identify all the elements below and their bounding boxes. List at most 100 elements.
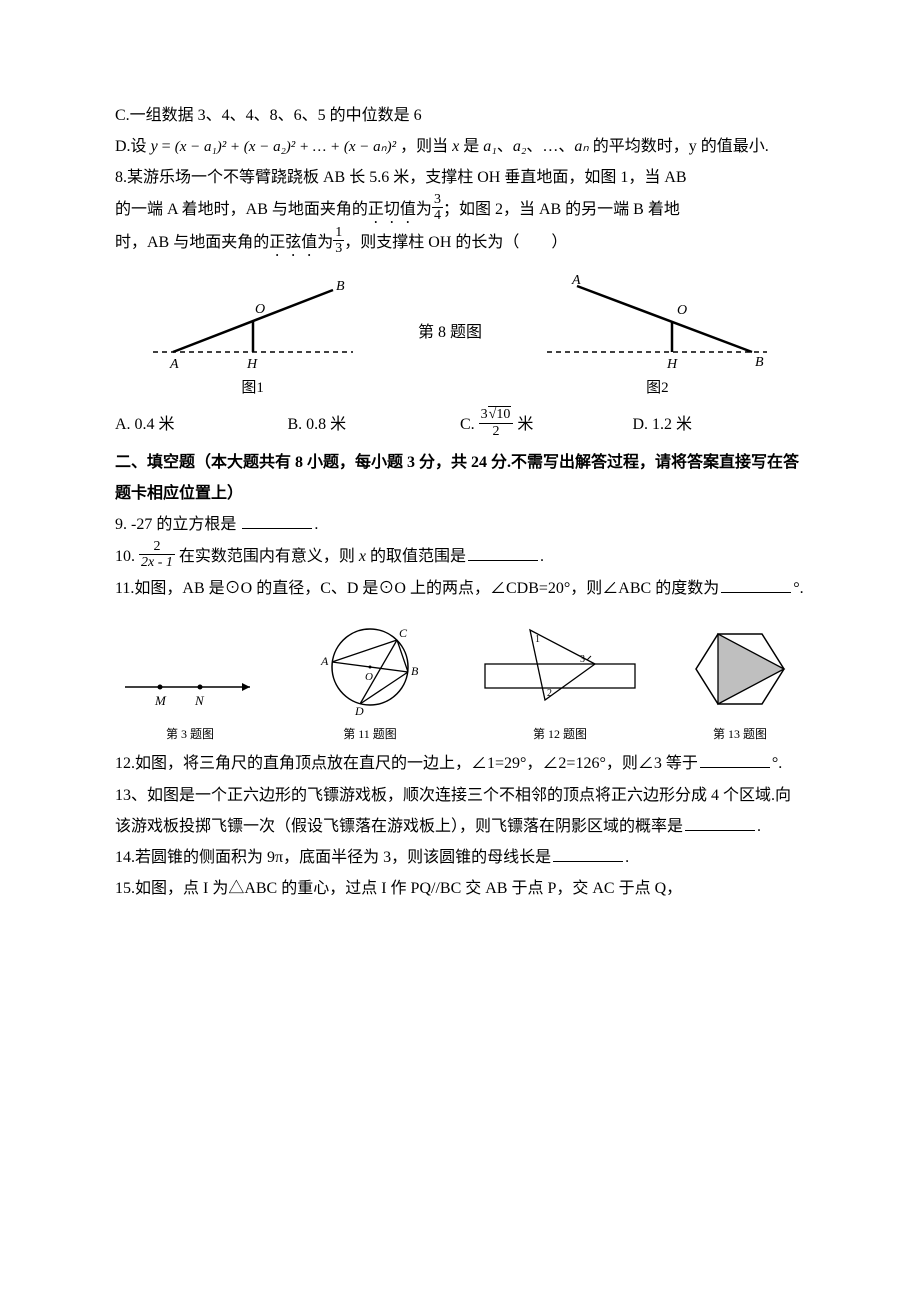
- numberline-svg: M N: [115, 657, 265, 717]
- optd-m1: ，则当: [396, 138, 452, 155]
- q10-mid2: 的取值范围是: [366, 548, 466, 565]
- q8-fig1: A H O B 图1: [143, 272, 363, 403]
- optd-prefix: D.设: [115, 138, 151, 155]
- q8-fig-caption: 第 8 题图: [418, 324, 482, 341]
- figures-row: M N 第 3 题图 A B C D O 第 11 题图 1 2 3: [115, 622, 805, 746]
- q12-suf: °.: [772, 755, 782, 772]
- q8c-10: 10: [496, 407, 510, 422]
- q9: 9. -27 的立方根是 .: [115, 509, 805, 540]
- q14: 14.若圆锥的侧面积为 9π，底面半径为 3，则该圆锥的母线长是.: [115, 842, 805, 873]
- nl-N: N: [194, 693, 205, 708]
- fig-q13: 第 13 题图: [675, 622, 805, 746]
- q10-suf: .: [540, 548, 544, 565]
- q8-l2d: ；如图 2，当 AB 的另一端 B 着地: [443, 201, 680, 218]
- q8c-den: 2: [479, 423, 514, 439]
- fig1-A: A: [169, 357, 179, 372]
- q8-line1: 8.某游乐场一个不等臂跷跷板 AB 长 5.6 米，支撑柱 OH 垂直地面，如图…: [115, 162, 805, 193]
- q13: 13、如图是一个正六边形的飞镖游戏板，顺次连接三个不相邻的顶点将正六边形分成 4…: [115, 780, 805, 842]
- hexagon-svg: [680, 622, 800, 717]
- optd-m3: 的平均数时，y 的值最小.: [589, 138, 769, 155]
- optd-a1: a₁: [483, 138, 497, 155]
- fig-q3: M N 第 3 题图: [115, 657, 265, 746]
- q8-options: A. 0.4 米 B. 0.8 米 C. 3√102 米 D. 1.2 米: [115, 409, 805, 441]
- q9-suf: .: [314, 516, 318, 533]
- q10-pre: 10.: [115, 548, 139, 565]
- c-A: A: [320, 654, 329, 668]
- c-C: C: [399, 626, 408, 640]
- fig-q3-cap: 第 3 题图: [115, 723, 265, 746]
- q8-frac1: 34: [432, 192, 443, 224]
- circle-svg: A B C D O: [305, 622, 435, 717]
- q8-f2d: 3: [333, 240, 344, 256]
- q8c-suf: 米: [513, 416, 533, 433]
- q14-suf: .: [625, 849, 629, 866]
- q8-line3: 时，AB 与地面夹角的正弦值为13，则支撑柱 OH 的长为（ ）: [115, 227, 805, 260]
- q8-fig2: A O H B 图2: [537, 272, 777, 403]
- q12: 12.如图，将三角尺的直角顶点放在直尺的一边上，∠1=29°，∠2=126°，则…: [115, 748, 805, 779]
- optd-rhs: (x − a₁)² + (x − a₂)² + … + (x − aₙ)²: [175, 139, 396, 155]
- fig1-H: H: [246, 357, 258, 372]
- ruler-svg: 1 2 3: [475, 622, 645, 717]
- q14-blank: [553, 845, 623, 862]
- q10: 10. 22x - 1 在实数范围内有意义，则 x 的取值范围是.: [115, 541, 805, 573]
- option-c: C.一组数据 3、4、4、8、6、5 的中位数是 6: [115, 100, 805, 131]
- fig-q12-cap: 第 12 题图: [475, 723, 645, 746]
- q12-text: 12.如图，将三角尺的直角顶点放在直尺的一边上，∠1=29°，∠2=126°，则…: [115, 755, 698, 772]
- q9-text: 9. -27 的立方根是: [115, 516, 240, 533]
- q8-l2b: 正切值: [368, 201, 416, 218]
- fig2-O: O: [677, 303, 687, 318]
- optd-y: y: [151, 138, 158, 155]
- fig1-B: B: [336, 279, 345, 294]
- fig-q11: A B C D O 第 11 题图: [295, 622, 445, 746]
- q8-l3a: 时，AB 与地面夹角的: [115, 234, 269, 251]
- q8-opt-a: A. 0.4 米: [115, 409, 288, 441]
- q8-l2a: 的一端 A 着地时，AB 与地面夹角的: [115, 201, 368, 218]
- q8-l3c: 为: [317, 234, 333, 251]
- r-1: 1: [535, 634, 540, 645]
- q8-f2n: 1: [333, 225, 344, 240]
- q13-suf: .: [757, 818, 761, 835]
- optd-eq: =: [158, 138, 175, 155]
- c-B: B: [411, 664, 419, 678]
- fig1-O: O: [255, 302, 265, 317]
- r-3: 3: [580, 654, 585, 665]
- q10-num: 2: [139, 539, 175, 554]
- option-d: D.设 y = (x − a₁)² + (x − a₂)² + … + (x −…: [115, 131, 805, 162]
- q8-opt-d: D. 1.2 米: [633, 409, 806, 441]
- q8c-pre: C.: [460, 416, 479, 433]
- fig2-B: B: [755, 355, 764, 370]
- q11-text: 11.如图，AB 是⊙O 的直径，C、D 是⊙O 上的两点，∠CDB=20°，则…: [115, 580, 719, 597]
- q10-mid: 在实数范围内有意义，则: [175, 548, 359, 565]
- q10-x: x: [359, 548, 366, 565]
- q8-f1d: 4: [432, 207, 443, 223]
- optd-an: aₙ: [574, 138, 588, 155]
- q14-text: 14.若圆锥的侧面积为 9π，底面半径为 3，则该圆锥的母线长是: [115, 849, 551, 866]
- fig-q13-cap: 第 13 题图: [675, 723, 805, 746]
- q15: 15.如图，点 I 为△ABC 的重心，过点 I 作 PQ//BC 交 AB 于…: [115, 873, 805, 904]
- q8-l2c: 为: [416, 201, 432, 218]
- q8-opt-c: C. 3√102 米: [460, 409, 633, 441]
- q8c-num: 3√10: [479, 407, 514, 422]
- q8-frac2: 13: [333, 225, 344, 257]
- optd-s1: 、: [497, 138, 513, 155]
- q11: 11.如图，AB 是⊙O 的直径，C、D 是⊙O 上的两点，∠CDB=20°，则…: [115, 573, 805, 604]
- q8c-sqrt: √10: [488, 406, 512, 422]
- optd-a2: a₂: [513, 138, 527, 155]
- q13-blank: [685, 814, 755, 831]
- c-O: O: [365, 671, 373, 683]
- q8-f1n: 3: [432, 192, 443, 207]
- q8-fig-mid: 第 8 题图: [418, 317, 482, 358]
- fig-q12: 1 2 3 第 12 题图: [475, 622, 645, 746]
- q8-line2: 的一端 A 着地时，AB 与地面夹角的正切值为34；如图 2，当 AB 的另一端…: [115, 194, 805, 227]
- q12-blank: [700, 751, 770, 768]
- q8-fig2-label: 图2: [537, 374, 777, 403]
- seesaw-fig2-svg: A O H B: [537, 272, 777, 372]
- nl-M: M: [154, 693, 167, 708]
- section2-title: 二、填空题（本大题共有 8 小题，每小题 3 分，共 24 分.不需写出解答过程…: [115, 447, 805, 509]
- fig-q11-cap: 第 11 题图: [295, 723, 445, 746]
- q11-suf: °.: [793, 580, 803, 597]
- q10-blank: [468, 544, 538, 561]
- q8c-3: 3: [481, 407, 488, 422]
- q8-fig1-label: 图1: [143, 374, 363, 403]
- q10-den: 2x - 1: [139, 554, 175, 570]
